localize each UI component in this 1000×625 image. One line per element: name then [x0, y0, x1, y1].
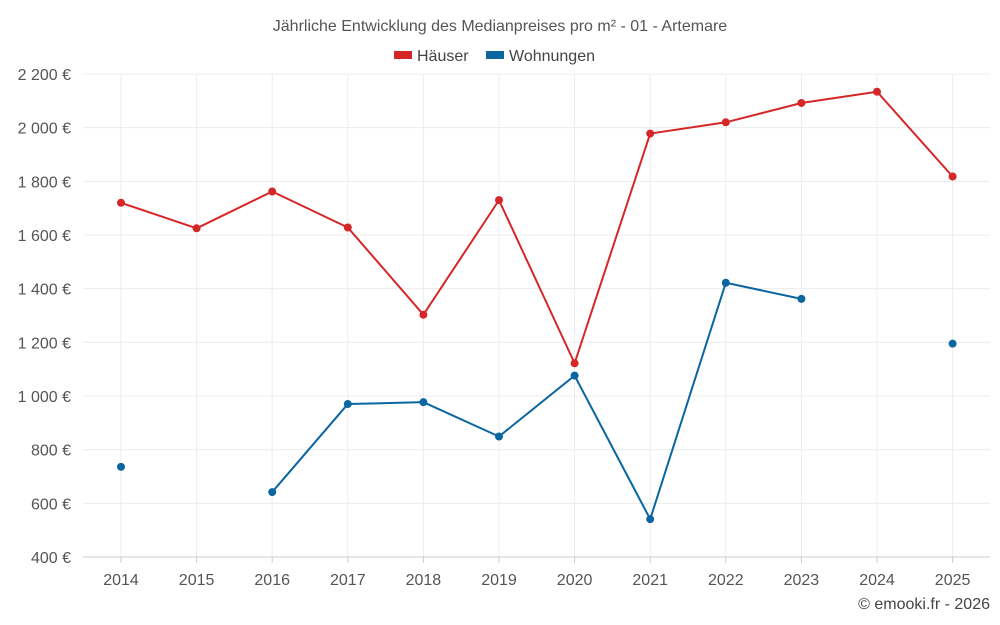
- data-point: [948, 172, 957, 181]
- x-tick-label: 2021: [632, 572, 668, 589]
- series-wohnungen: [117, 278, 957, 524]
- y-tick-label: 600 €: [31, 496, 71, 513]
- legend-label: Häuser: [417, 48, 469, 65]
- y-tick-label: 800 €: [31, 443, 71, 460]
- x-tick-label: 2022: [708, 572, 744, 589]
- x-tick-label: 2016: [254, 572, 290, 589]
- data-point: [570, 359, 579, 368]
- axes: 400 € 600 € 800 € 1 000 € 1 200 € 1 400 € 1 60…: [18, 67, 990, 589]
- series-line: [271, 281, 802, 521]
- legend-label: Wohnungen: [509, 48, 595, 65]
- y-tick-label: 1 400 €: [18, 282, 71, 299]
- data-point: [192, 224, 201, 233]
- data-point: [117, 462, 125, 471]
- x-tick-label: 2017: [330, 572, 366, 589]
- credit-text: © emooki.fr - 2026: [858, 596, 990, 613]
- chart-title: Jährliche Entwicklung des Medianpreises …: [273, 18, 728, 35]
- y-tick-label: 1 200 €: [18, 335, 71, 352]
- x-tick-label: 2014: [103, 572, 139, 589]
- legend-swatch: [486, 51, 504, 59]
- grid: [83, 73, 990, 557]
- data-point: [948, 339, 957, 348]
- data-point: [646, 129, 655, 138]
- data-point: [570, 371, 579, 380]
- x-tick-label: 2015: [179, 572, 215, 589]
- y-tick-label: 2 200 €: [18, 67, 71, 84]
- series-line: [120, 90, 954, 365]
- data-point: [721, 278, 730, 287]
- data-point: [721, 118, 730, 127]
- y-tick-label: 1 800 €: [18, 174, 71, 191]
- legend: Häuser Wohnungen: [394, 48, 595, 65]
- data-point: [873, 87, 881, 96]
- x-tick-label: 2019: [481, 572, 517, 589]
- data-point: [343, 400, 352, 409]
- data-point: [343, 223, 352, 232]
- series-haeuser: [117, 87, 957, 368]
- x-tick-label: 2023: [784, 572, 820, 589]
- data-point: [797, 98, 806, 107]
- x-tick-label: 2020: [557, 572, 593, 589]
- data-point: [495, 432, 503, 441]
- data-point: [495, 196, 503, 205]
- data-point: [797, 294, 806, 303]
- series-layer: [117, 87, 957, 524]
- y-tick-label: 400 €: [31, 550, 71, 567]
- y-tick-label: 1 600 €: [18, 228, 71, 245]
- data-point: [419, 398, 428, 407]
- x-tick-label: 2025: [935, 572, 971, 589]
- data-point: [646, 515, 655, 524]
- legend-swatch: [394, 51, 412, 59]
- x-tick-label: 2018: [406, 572, 442, 589]
- y-tick-label: 1 000 €: [18, 389, 71, 406]
- data-point: [268, 187, 277, 196]
- y-tick-label: 2 000 €: [18, 121, 71, 138]
- data-point: [419, 310, 428, 319]
- x-tick-label: 2024: [859, 572, 895, 589]
- data-point: [268, 488, 277, 497]
- data-point: [117, 198, 125, 207]
